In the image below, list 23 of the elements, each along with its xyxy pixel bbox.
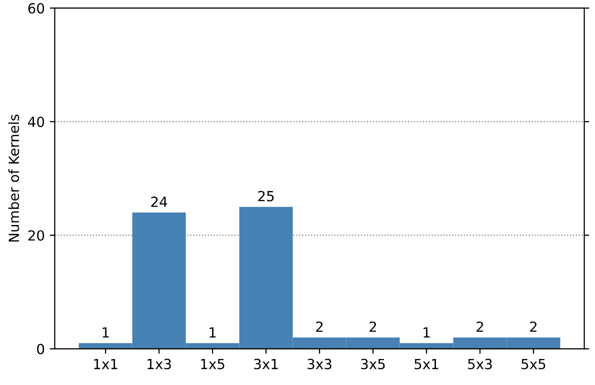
- data-label: 2: [316, 321, 323, 332]
- data-label: 25: [258, 190, 274, 202]
- x-tick-label: 5x1: [414, 358, 438, 370]
- x-tick-label: 5x5: [522, 358, 546, 370]
- data-label: 2: [530, 321, 536, 332]
- y-tick-label: 60: [28, 3, 44, 14]
- y-tick-label: 40: [28, 116, 44, 128]
- data-label: 2: [370, 321, 376, 332]
- data-label: 2: [476, 321, 484, 332]
- y-tick-label: 20: [28, 230, 44, 241]
- x-tick-label: 3x3: [308, 358, 332, 370]
- x-tick-label: 1x5: [201, 358, 224, 370]
- x-tick-label: 1x3: [148, 358, 171, 370]
- x-tick-label: 1x1: [94, 358, 118, 370]
- x-tick-label: 3x1: [254, 358, 278, 370]
- data-label: 1: [102, 327, 109, 338]
- y-axis-title: Number of Kernels: [8, 114, 20, 242]
- y-tick-label: 0: [37, 344, 44, 354]
- data-label: 1: [424, 327, 430, 338]
- x-tick-label: 3x5: [361, 358, 385, 370]
- data-label: 1: [210, 327, 216, 338]
- x-tick-label: 5x3: [468, 358, 492, 370]
- data-label: 24: [151, 196, 168, 207]
